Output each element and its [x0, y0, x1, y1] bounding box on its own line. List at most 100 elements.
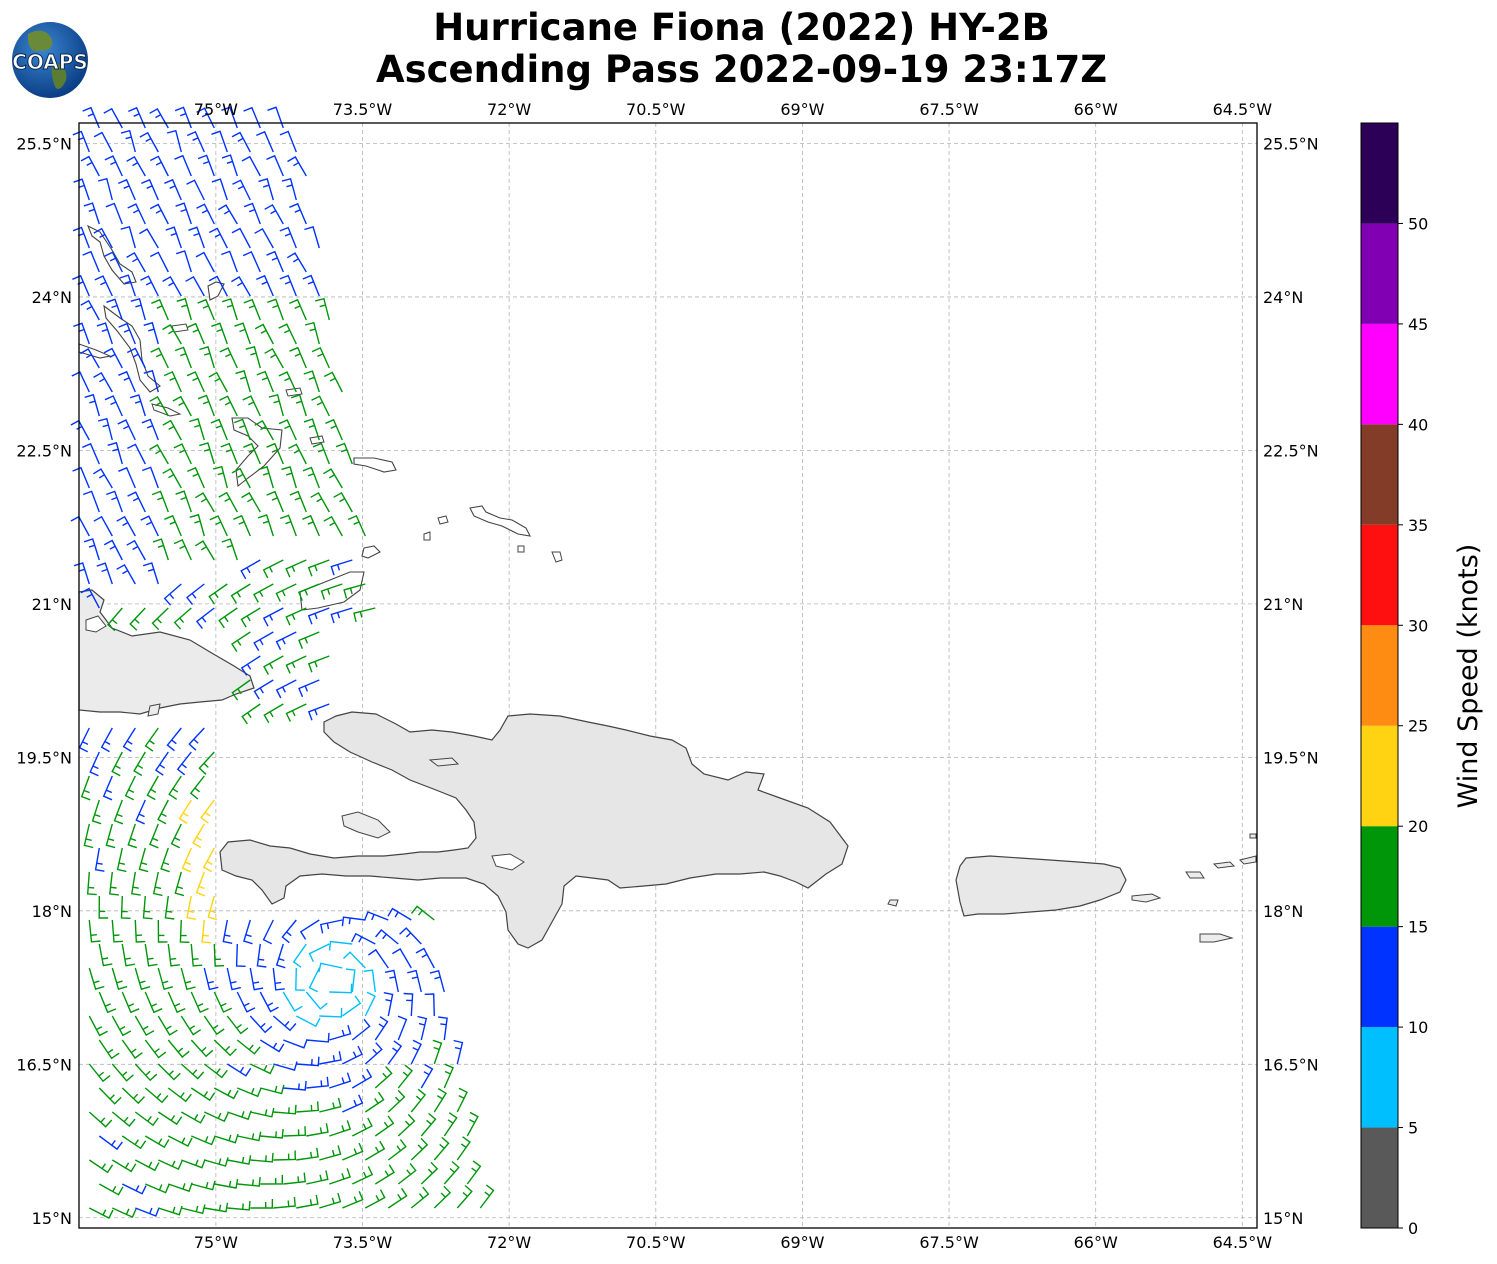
wind-barb-icon: [187, 322, 205, 345]
lon-tick-label-top: 64.5°W: [1213, 100, 1273, 119]
wind-barb-icon: [306, 1076, 329, 1089]
wind-barb-icon: [364, 1042, 383, 1065]
wind-barb-icon: [133, 751, 146, 777]
wind-barb-icon: [410, 1186, 430, 1209]
wind-barb-icon: [319, 1007, 343, 1018]
wind-barb-icon: [249, 1015, 273, 1034]
colorbar-tick-label: 0: [1408, 1219, 1418, 1238]
wind-barb-icon: [170, 823, 182, 849]
wind-barb-icon: [260, 1174, 283, 1185]
wind-barb-icon: [226, 967, 241, 991]
wind-barb-icon: [250, 1198, 274, 1209]
wind-barb-icon: [98, 1183, 124, 1196]
wind-barb-icon: [116, 563, 136, 585]
lat-tick-label-left: 25.5°N: [16, 134, 72, 153]
wind-barb-icon: [98, 1087, 122, 1105]
wind-barb-icon: [262, 919, 274, 945]
wind-barb-icon: [70, 515, 90, 537]
wind-barb-icon: [174, 154, 192, 177]
wind-barb-icon: [231, 631, 251, 652]
colorbar-bin: [1361, 625, 1398, 726]
wind-barb-icon: [363, 911, 389, 921]
wind-barb-icon: [233, 514, 251, 537]
wind-barb-icon: [168, 1182, 193, 1193]
wind-barb-icon: [266, 250, 284, 273]
wind-barb-icon: [329, 1168, 351, 1185]
wind-barb-icon: [221, 538, 238, 561]
wind-barb-icon: [241, 155, 261, 177]
wind-barb-icon: [209, 515, 228, 537]
wind-barb-icon: [121, 1183, 147, 1195]
wind-barb-icon: [453, 1039, 464, 1065]
lon-tick-label-bottom: 69°W: [780, 1233, 824, 1252]
wind-barb-icon: [242, 250, 261, 273]
wind-barb-icon: [217, 204, 238, 225]
wind-barb-icon: [329, 983, 353, 994]
wind-barb-icon: [197, 154, 215, 177]
wind-barb-icon: [124, 775, 136, 801]
wind-barb-icon: [466, 1160, 482, 1185]
wind-barb-icon: [139, 228, 159, 249]
wind-barb-icon: [342, 1191, 364, 1209]
wind-barb-icon: [325, 418, 343, 441]
wind-barb-icon: [73, 178, 90, 201]
wind-barb-icon: [104, 251, 123, 273]
wind-barb-icon: [219, 395, 238, 417]
wind-barb-icon: [127, 491, 146, 513]
wind-barb-icon: [72, 274, 90, 297]
wind-barb-icon: [341, 1045, 363, 1065]
wind-barb-icon: [410, 1039, 422, 1065]
wind-barb-icon: [306, 1123, 329, 1137]
wind-barb-icon: [96, 322, 113, 345]
wind-barb-icon: [127, 823, 138, 849]
wind-barb-icon: [329, 1120, 352, 1137]
colorbar: 0 5 10 15 20 25 30 35 40 45 50: [1360, 122, 1428, 1238]
wind-barb-icon: [103, 347, 123, 369]
wind-barb-icon: [281, 177, 297, 201]
wind-barb-icon: [260, 1129, 284, 1139]
wind-barb-icon: [82, 106, 100, 129]
wind-barb-icon: [89, 751, 100, 777]
wind-barb-icon: [84, 393, 100, 417]
wind-barb-icon: [80, 587, 100, 609]
wind-barb-icon: [186, 179, 205, 201]
wind-barb-icon: [222, 919, 233, 944]
wind-barb-icon: [176, 297, 192, 321]
wind-barb-icon: [374, 1164, 395, 1185]
wind-barb-icon: [263, 655, 284, 675]
wind-barb-icon: [189, 513, 205, 537]
wind-barb-icon: [165, 226, 182, 249]
wind-barb-icon: [319, 919, 343, 934]
wind-barb-icon: [134, 919, 146, 943]
wind-barb-icon: [226, 1063, 252, 1077]
wind-barb-icon: [319, 1192, 342, 1209]
wind-barb-icon: [285, 559, 307, 578]
wind-barb-icon: [323, 371, 343, 393]
wind-barb-icon: [281, 466, 297, 489]
lon-tick-label-top: 75°W: [194, 100, 238, 119]
wind-barb-icon: [275, 943, 286, 969]
wind-barb-icon: [297, 583, 320, 601]
wind-barb-icon: [256, 130, 274, 153]
wind-barb-icon: [375, 929, 399, 945]
wind-barb-icon: [285, 703, 307, 722]
colorbar-bin: [1361, 524, 1398, 626]
lat-tick-label-left: 24°N: [32, 288, 72, 307]
wind-barb-icon: [438, 1016, 448, 1041]
wind-barb-icon: [126, 347, 146, 369]
wind-barb-icon: [176, 751, 192, 776]
wind-barb-icon: [272, 1015, 297, 1032]
wind-barb-icon: [86, 871, 97, 896]
wind-barb-icon: [200, 799, 215, 824]
wind-barb-icon: [285, 607, 307, 626]
lon-tick-label-bottom: 64.5°W: [1213, 1233, 1273, 1252]
wind-barb-icon: [144, 1087, 169, 1104]
wind-barb-icon: [180, 1015, 202, 1036]
wind-barb-icon: [144, 1135, 170, 1149]
wind-barb-icon: [78, 727, 90, 753]
wind-barb-icon: [211, 322, 228, 345]
wind-barb-icon: [289, 202, 307, 225]
wind-barb-icon: [433, 1136, 450, 1161]
wind-barb-icon: [127, 203, 146, 225]
wind-barb-icon: [104, 395, 123, 417]
